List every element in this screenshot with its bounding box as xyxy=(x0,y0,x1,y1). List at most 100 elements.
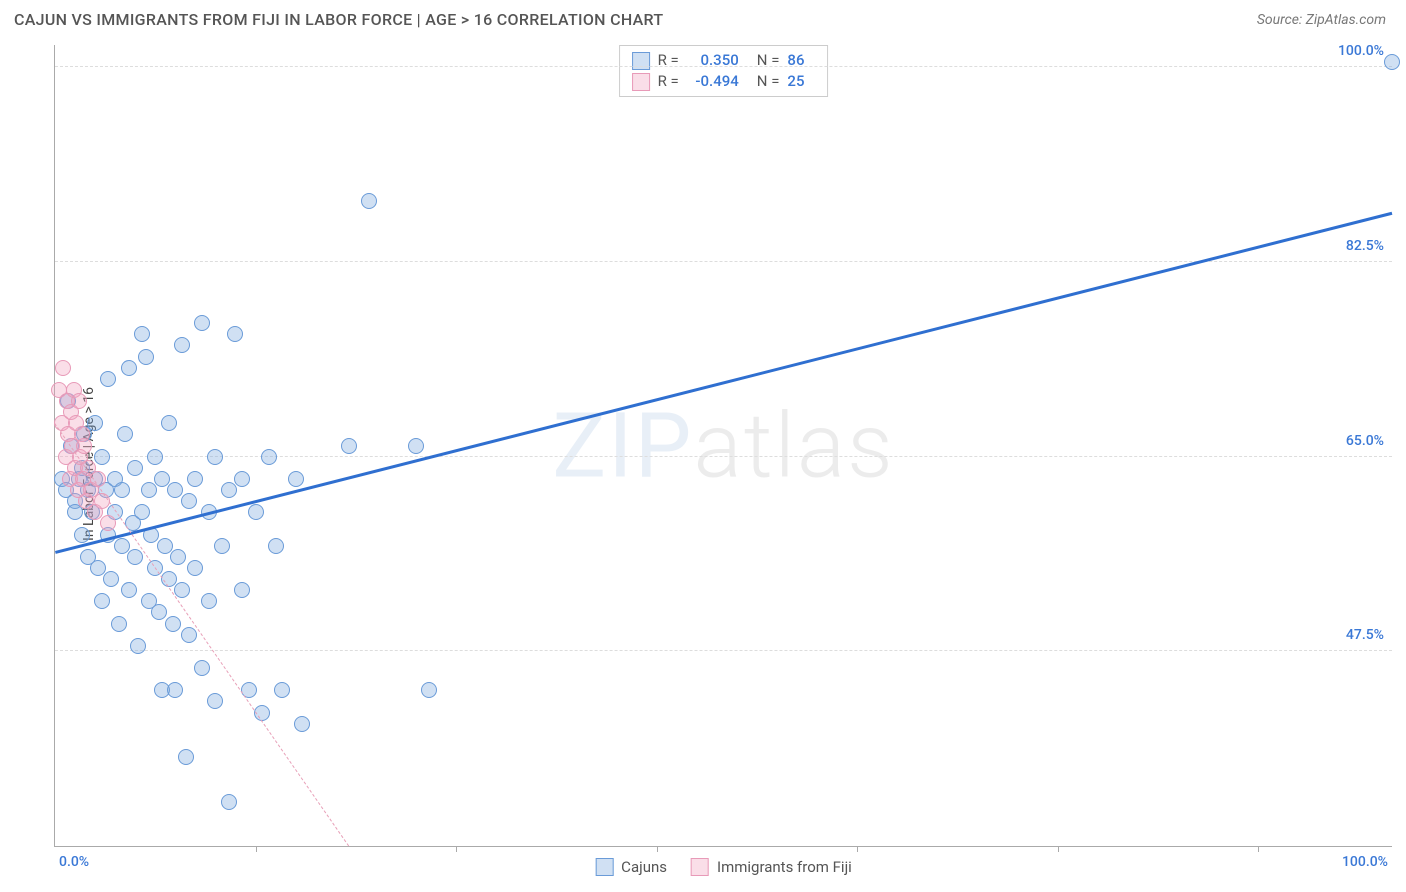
scatter-point xyxy=(55,360,71,376)
y-tick-label: 100.0% xyxy=(1338,43,1384,59)
scatter-point xyxy=(167,482,183,498)
scatter-point xyxy=(174,582,190,598)
scatter-point xyxy=(227,326,243,342)
chart-header: CAJUN VS IMMIGRANTS FROM FIJI IN LABOR F… xyxy=(0,0,1406,37)
scatter-point xyxy=(187,471,203,487)
scatter-point xyxy=(181,493,197,509)
scatter-point xyxy=(134,504,150,520)
scatter-point xyxy=(268,538,284,554)
series-legend: Cajuns Immigrants from Fiji xyxy=(595,858,852,876)
scatter-point xyxy=(94,449,110,465)
watermark-atlas: atlas xyxy=(693,393,894,498)
n-label: N = xyxy=(757,50,780,71)
scatter-point xyxy=(161,415,177,431)
scatter-point xyxy=(170,549,186,565)
r-value: 0.350 xyxy=(687,50,739,71)
x-tick-mark xyxy=(456,846,457,852)
scatter-point xyxy=(114,538,130,554)
n-value: 25 xyxy=(787,71,815,92)
scatter-point xyxy=(147,449,163,465)
r-label: R = xyxy=(658,50,679,71)
scatter-point xyxy=(127,460,143,476)
stats-row: R = -0.494 N = 25 xyxy=(632,71,816,92)
gridline xyxy=(55,456,1392,457)
x-tick-mark xyxy=(857,846,858,852)
scatter-point xyxy=(1384,54,1400,70)
y-tick-label: 65.0% xyxy=(1346,433,1384,449)
scatter-point xyxy=(103,571,119,587)
legend-label: Cajuns xyxy=(621,858,667,876)
scatter-point xyxy=(114,482,130,498)
gridline xyxy=(55,650,1392,651)
x-tick-mark xyxy=(1258,846,1259,852)
scatter-point xyxy=(130,638,146,654)
scatter-point xyxy=(178,749,194,765)
scatter-point xyxy=(157,538,173,554)
scatter-point xyxy=(121,360,137,376)
legend-item: Cajuns xyxy=(595,858,667,876)
r-label: R = xyxy=(658,71,679,92)
scatter-point xyxy=(94,593,110,609)
scatter-point xyxy=(187,560,203,576)
scatter-point xyxy=(138,349,154,365)
scatter-point xyxy=(274,682,290,698)
scatter-point xyxy=(181,627,197,643)
chart-container: In Labor Force | Age > 16 ZIPatlas R =0.… xyxy=(14,45,1392,882)
scatter-point xyxy=(201,593,217,609)
series-swatch xyxy=(632,73,650,91)
scatter-point xyxy=(76,438,92,454)
scatter-point xyxy=(100,515,116,531)
scatter-point xyxy=(194,660,210,676)
chart-title: CAJUN VS IMMIGRANTS FROM FIJI IN LABOR F… xyxy=(14,10,663,29)
x-tick-mark xyxy=(1058,846,1059,852)
scatter-point xyxy=(127,549,143,565)
trend-line xyxy=(55,212,1393,554)
scatter-point xyxy=(141,482,157,498)
correlation-stats-box: R = 0.350 N = 86 R = -0.494 N = 25 xyxy=(619,45,829,97)
scatter-point xyxy=(408,438,424,454)
scatter-point xyxy=(154,471,170,487)
scatter-point xyxy=(221,482,237,498)
scatter-point xyxy=(248,504,264,520)
plot-area: ZIPatlas R =0.350N =86R =-0.494N =25 0.0… xyxy=(54,45,1392,847)
n-value: 86 xyxy=(787,50,815,71)
scatter-point xyxy=(234,471,250,487)
scatter-point xyxy=(261,449,277,465)
scatter-point xyxy=(361,193,377,209)
legend-label: Immigrants from Fiji xyxy=(717,858,852,876)
scatter-point xyxy=(288,471,304,487)
scatter-point xyxy=(117,426,133,442)
scatter-point xyxy=(214,538,230,554)
r-value: -0.494 xyxy=(687,71,739,92)
scatter-point xyxy=(207,693,223,709)
scatter-point xyxy=(165,616,181,632)
legend-item: Immigrants from Fiji xyxy=(691,858,852,876)
scatter-point xyxy=(174,337,190,353)
watermark: ZIPatlas xyxy=(552,393,894,498)
scatter-point xyxy=(87,415,103,431)
legend-swatch xyxy=(595,858,613,876)
n-label: N = xyxy=(757,71,780,92)
x-tick-mark xyxy=(657,846,658,852)
scatter-point xyxy=(194,315,210,331)
y-tick-label: 47.5% xyxy=(1346,627,1384,643)
scatter-point xyxy=(90,560,106,576)
x-axis-max-label: 100.0% xyxy=(1342,854,1388,870)
scatter-point xyxy=(121,582,137,598)
gridline xyxy=(55,66,1392,67)
scatter-point xyxy=(111,616,127,632)
y-tick-label: 82.5% xyxy=(1346,238,1384,254)
scatter-point xyxy=(151,604,167,620)
scatter-point xyxy=(341,438,357,454)
x-tick-mark xyxy=(256,846,257,852)
scatter-point xyxy=(234,582,250,598)
scatter-point xyxy=(207,449,223,465)
scatter-point xyxy=(421,682,437,698)
scatter-point xyxy=(100,371,116,387)
scatter-point xyxy=(134,326,150,342)
stats-row: R = 0.350 N = 86 xyxy=(632,50,816,71)
scatter-point xyxy=(167,682,183,698)
scatter-point xyxy=(221,794,237,810)
scatter-point xyxy=(74,527,90,543)
scatter-point xyxy=(294,716,310,732)
